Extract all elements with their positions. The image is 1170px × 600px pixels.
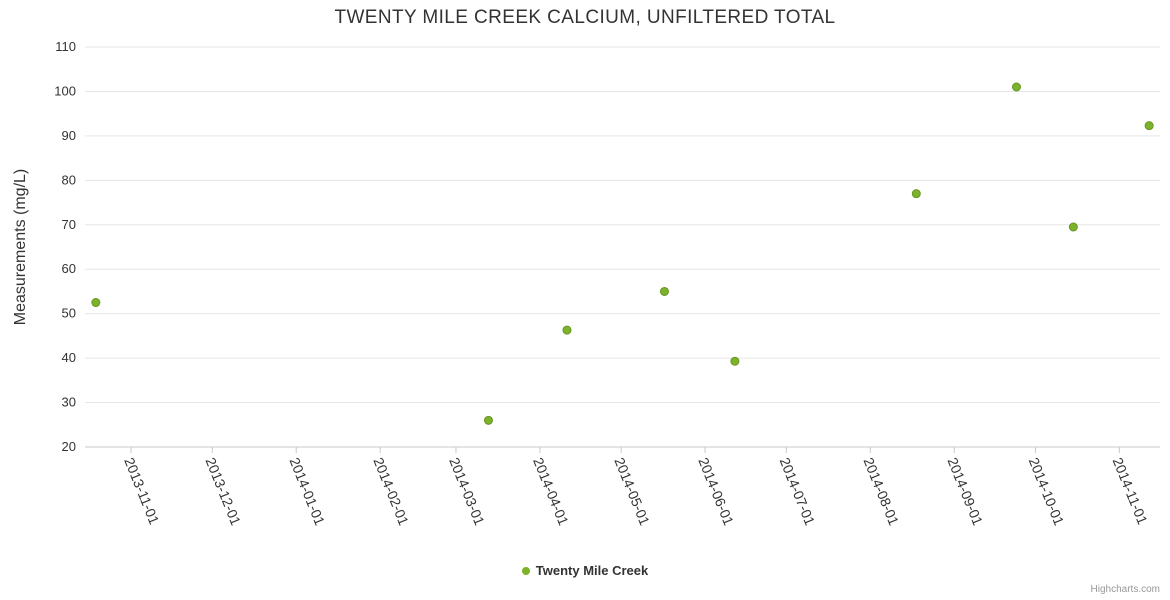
- y-axis-tick-label: 50: [62, 306, 76, 321]
- data-point[interactable]: [1068, 222, 1078, 232]
- y-axis-tick-label: 30: [62, 395, 76, 410]
- data-point[interactable]: [91, 298, 101, 308]
- y-axis-tick-label: 70: [62, 217, 76, 232]
- x-axis-tick-label: 2014-10-01: [1026, 455, 1068, 528]
- data-point[interactable]: [562, 325, 572, 335]
- x-axis-tick-label: 2014-11-01: [1110, 455, 1151, 527]
- x-axis-tick-label: 2014-08-01: [860, 455, 902, 528]
- x-axis-tick-label: 2014-09-01: [944, 455, 986, 528]
- x-axis-tick-label: 2014-04-01: [530, 455, 572, 528]
- x-axis-tick-label: 2014-07-01: [777, 455, 819, 528]
- chart-title: TWENTY MILE CREEK CALCIUM, UNFILTERED TO…: [334, 7, 836, 28]
- x-axis-tick-label: 2014-06-01: [695, 455, 737, 528]
- y-axis-tick-label: 90: [62, 128, 76, 143]
- y-axis-tick-label: 110: [55, 39, 76, 54]
- data-point[interactable]: [1011, 82, 1021, 92]
- data-point[interactable]: [730, 356, 740, 366]
- legend-item-label: Twenty Mile Creek: [535, 563, 649, 578]
- data-point[interactable]: [483, 415, 493, 425]
- x-axis-tick-label: 2014-03-01: [446, 455, 488, 528]
- data-point[interactable]: [659, 286, 669, 296]
- x-axis-tick-label: 2013-12-01: [202, 455, 244, 528]
- y-axis-title: Measurements (mg/L): [12, 168, 29, 326]
- x-axis-tick-label: 2014-05-01: [611, 455, 653, 528]
- x-axis-tick-label: 2013-11-01: [121, 455, 162, 527]
- x-axis-tick-label: 2014-01-01: [286, 455, 328, 528]
- legend-marker-icon: [521, 566, 530, 575]
- y-axis-tick-label: 100: [54, 83, 76, 98]
- y-axis-tick-label: 40: [62, 350, 76, 365]
- data-point[interactable]: [1144, 121, 1154, 131]
- y-axis-tick-label: 60: [62, 261, 76, 276]
- y-axis-tick-label: 20: [62, 439, 76, 454]
- y-axis-tick-label: 80: [62, 172, 76, 187]
- highcharts-credit-link[interactable]: Highcharts.com: [1090, 584, 1160, 595]
- x-axis-tick-label: 2014-02-01: [370, 455, 412, 528]
- legend-item[interactable]: Twenty Mile Creek: [0, 563, 1170, 578]
- data-point[interactable]: [911, 189, 921, 199]
